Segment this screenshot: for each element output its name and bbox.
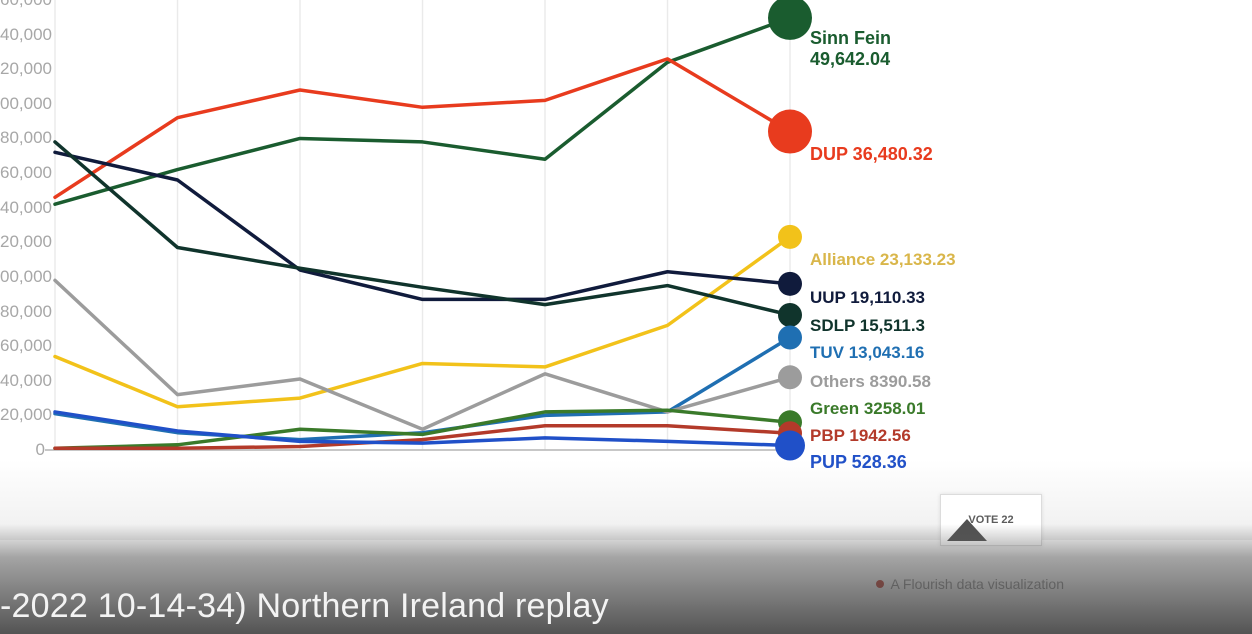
- y-tick-label: 80,000: [0, 128, 49, 148]
- y-tick-label: 60,000: [0, 163, 49, 183]
- y-tick-label: 00,000: [0, 267, 49, 287]
- series-end-label: DUP 36,480.32: [810, 144, 933, 165]
- y-tick-label: 40,000: [0, 198, 49, 218]
- series-end-label: PUP 528.36: [810, 452, 907, 473]
- y-tick-label: 80,000: [0, 302, 49, 322]
- y-tick-label: 20,000: [0, 232, 49, 252]
- y-tick-label: 40,000: [0, 371, 49, 391]
- series-label-value: 49,642.04: [810, 49, 890, 69]
- series-end-label: TUV 13,043.16: [810, 343, 924, 363]
- series-end-label: SDLP 15,511.3: [810, 316, 925, 336]
- caption-title: -2022 10-14-34) Northern Ireland replay: [0, 587, 609, 626]
- chart-container: 0 20,000 40,000 60,000 80,000 00,000 20,000 40,…: [0, 0, 1252, 634]
- y-tick-label: 40,000: [0, 25, 49, 45]
- series-end-label: Sinn Fein49,642.04: [810, 28, 891, 69]
- caption-bar: -2022 10-14-34) Northern Ireland replay: [0, 524, 1252, 634]
- series-label-name: Sinn Fein: [810, 28, 891, 48]
- series-end-label: Alliance 23,133.23: [810, 250, 956, 270]
- series-end-label: PBP 1942.56: [810, 426, 911, 446]
- series-end-label: UUP 19,110.33: [810, 288, 925, 308]
- y-tick-label: 00,000: [0, 94, 49, 114]
- y-tick-label: 0: [0, 440, 45, 460]
- series-end-label: Green 3258.01: [810, 399, 925, 419]
- y-tick-label: 20,000: [0, 405, 49, 425]
- series-end-label: Others 8390.58: [810, 372, 931, 392]
- y-tick-label: 60,000: [0, 336, 49, 356]
- y-tick-label: 20,000: [0, 59, 49, 79]
